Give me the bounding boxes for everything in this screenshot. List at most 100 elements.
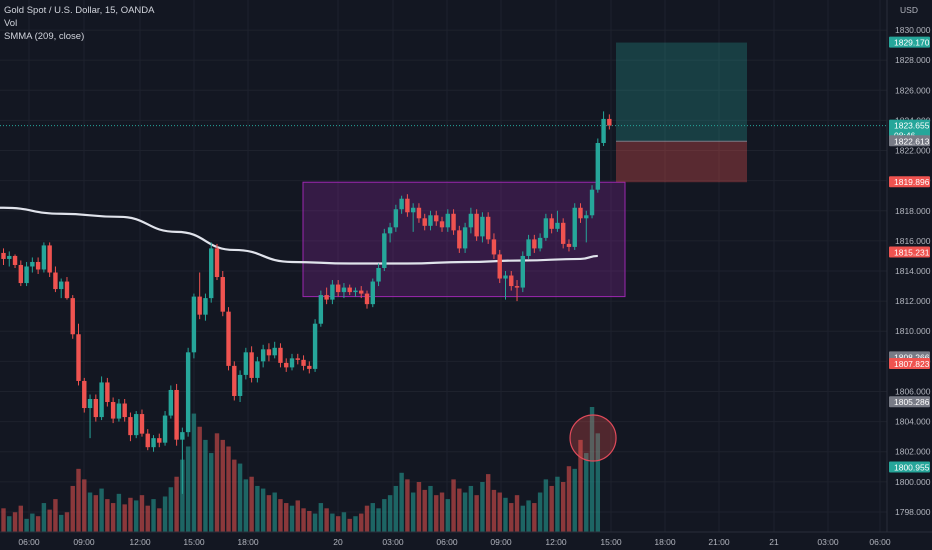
volume-bar (318, 503, 324, 532)
volume-bar (474, 495, 479, 532)
volume-bar (76, 468, 81, 532)
volume-bar (589, 407, 595, 532)
price-label-text: 1808.266 (894, 352, 930, 362)
candle-body (382, 233, 387, 268)
volume-bar (41, 503, 47, 532)
volume-bar (330, 513, 335, 532)
time-axis[interactable]: 06:00 09:00 12:00 15:00 18:00 20 03:00 06:00 09:… (0, 531, 932, 550)
candle (260, 344, 266, 368)
candle (220, 271, 225, 317)
candle-body (572, 207, 577, 247)
candle-body (376, 267, 381, 282)
volume-bar (105, 499, 110, 532)
candle-body (341, 287, 347, 293)
candle-body (387, 227, 393, 234)
volume-highlight-circle (569, 414, 617, 462)
candle-body (266, 349, 272, 356)
candle (93, 394, 99, 422)
candle-body (318, 295, 324, 324)
price-label-bg (889, 36, 930, 48)
candle (560, 218, 566, 249)
candle (197, 272, 202, 320)
volume-bar (335, 516, 341, 532)
time-tick-label: 12:00 (129, 537, 151, 547)
candle (87, 394, 93, 439)
price-label-bg (889, 135, 930, 147)
candle-body (289, 358, 295, 368)
candle-body (405, 198, 410, 213)
candle (543, 213, 549, 241)
volume-legend[interactable]: Vol (4, 18, 18, 29)
indicator-legend[interactable]: SMMA (209, close) (4, 31, 85, 42)
candle-body (278, 347, 283, 363)
volume-bar (560, 482, 566, 532)
candle (462, 222, 468, 253)
candles (1, 111, 612, 494)
candle (347, 284, 352, 296)
volume-bar (7, 516, 12, 532)
candle-body (462, 227, 468, 249)
candle (509, 271, 514, 291)
price-tick-label: 1804.000 (895, 417, 931, 427)
price-labels: 1829.1701823.65508:461822.6131819.896181… (889, 36, 930, 473)
price-label: 1805.286 (889, 396, 930, 408)
candle-body (353, 290, 358, 293)
price-label: 1807.823 (889, 358, 930, 370)
candle-body (601, 118, 606, 144)
price-tick-label: 1816.000 (895, 236, 931, 246)
price-tick-label: 1822.000 (895, 146, 931, 156)
volume-bars (1, 407, 601, 532)
price-label-bg (889, 358, 930, 370)
long-position-tool[interactable] (616, 42, 747, 183)
symbol-title[interactable]: Gold Spot / U.S. Dollar, 15, OANDA (4, 5, 155, 16)
candle (480, 212, 485, 243)
candle (157, 433, 162, 448)
candle (59, 278, 64, 299)
price-axis[interactable]: USD1830.0001828.0001826.0001824.0001822.… (886, 0, 932, 550)
candle-body (578, 207, 583, 219)
candle (451, 209, 456, 235)
volume-bar (422, 489, 427, 532)
candle-body (560, 222, 566, 244)
candle-body (514, 286, 520, 288)
candle-body (197, 296, 202, 315)
price-tick-label: 1826.000 (895, 85, 931, 95)
candle (249, 346, 254, 383)
candle-body (474, 213, 479, 237)
candle-body (59, 281, 64, 290)
volume-bar (578, 439, 583, 532)
candle (370, 278, 375, 308)
candle (47, 242, 52, 278)
price-tick-label: 1800.000 (895, 477, 931, 487)
candle (601, 111, 606, 147)
volume-bar (416, 482, 422, 532)
candle-body (439, 221, 445, 228)
price-label-text: 1829.170 (894, 38, 930, 48)
candle-body (260, 349, 266, 362)
candle (116, 399, 122, 422)
volume-bar (191, 413, 197, 532)
volume-bar (485, 474, 491, 532)
candle (445, 209, 450, 232)
volume-bar (428, 485, 433, 532)
volume-bar (174, 476, 179, 532)
candle-body (520, 255, 525, 288)
candle (393, 204, 399, 232)
volume-bar (237, 463, 243, 532)
volume-bar (35, 516, 41, 532)
volume-bar (1, 508, 6, 532)
candle (324, 287, 329, 305)
candle-body (24, 266, 29, 284)
candle (284, 358, 289, 372)
candle-body (416, 207, 422, 219)
candle-body (162, 415, 168, 443)
candle (232, 361, 237, 401)
take-profit-zone (616, 42, 747, 142)
candle (428, 210, 433, 231)
price-label-bg (889, 396, 930, 408)
candle (584, 210, 589, 243)
candle (526, 234, 531, 259)
volume-bar (53, 499, 58, 532)
candle-body (209, 248, 214, 299)
